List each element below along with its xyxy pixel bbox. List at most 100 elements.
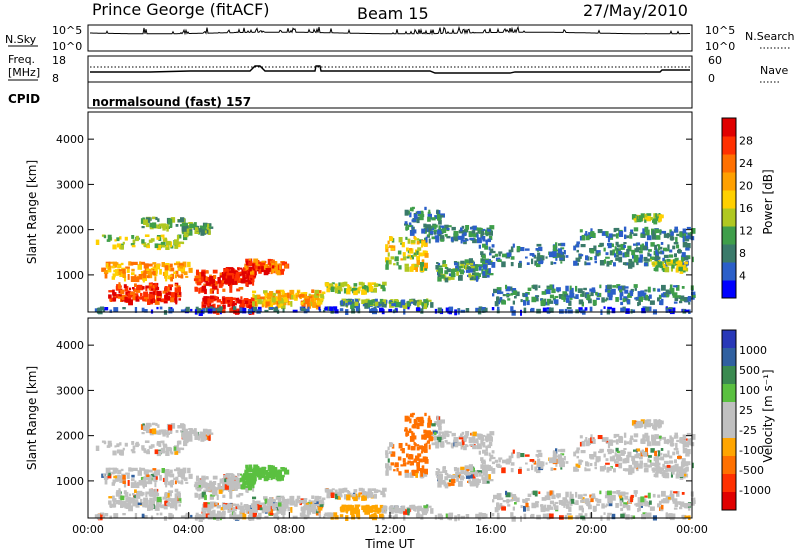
velocity-cell — [388, 465, 392, 471]
colorbar-tick: 24 — [739, 157, 753, 170]
velocity-cell — [112, 450, 117, 456]
power-cell — [669, 236, 675, 240]
velocity-cell — [510, 512, 514, 518]
power-cell — [558, 243, 562, 246]
nsky-label: N.Sky — [5, 33, 37, 46]
power-cell — [684, 267, 687, 271]
power-cell — [252, 293, 255, 298]
power-cell — [546, 308, 551, 314]
velocity-cell — [254, 500, 257, 506]
power-cell — [419, 262, 424, 267]
power-cell — [680, 295, 685, 300]
power-cell — [266, 265, 271, 268]
power-cell — [270, 260, 274, 264]
power-cell — [193, 278, 199, 282]
power-cell — [569, 285, 572, 290]
velocity-cell — [514, 502, 517, 505]
power-cell — [180, 266, 186, 272]
colorbar-segment — [722, 366, 736, 385]
power-cell — [304, 298, 310, 305]
velocity-cell — [584, 439, 588, 442]
velocity-cell — [668, 515, 672, 519]
velocity-cell — [169, 428, 173, 434]
power-cell — [183, 222, 188, 228]
power-cell — [424, 206, 427, 211]
velocity-cell — [217, 513, 222, 519]
power-cell — [309, 300, 314, 305]
power-cell — [122, 274, 126, 278]
velocity-cell — [138, 490, 143, 496]
power-cell — [631, 214, 637, 220]
power-cell — [413, 214, 418, 219]
velocity-cell — [212, 484, 215, 490]
velocity-cell — [343, 494, 347, 500]
power-cell — [303, 292, 308, 295]
power-cell — [361, 282, 365, 289]
velocity-cell — [428, 415, 431, 420]
velocity-cell — [318, 515, 322, 518]
velocity-cell — [563, 502, 566, 508]
velocity-cell — [425, 442, 428, 449]
velocity-cell — [642, 434, 645, 440]
velocity-cell — [669, 435, 672, 439]
power-cell — [177, 287, 181, 293]
velocity-cell — [314, 499, 317, 503]
velocity-cell — [453, 437, 459, 443]
velocity-cell — [466, 473, 472, 476]
power-cell — [466, 238, 469, 242]
power-cell — [263, 296, 266, 302]
power-cell — [591, 287, 596, 291]
power-cell — [204, 230, 207, 234]
ytick-label: 1000 — [56, 475, 84, 488]
power-cell — [607, 289, 611, 294]
power-cell — [650, 216, 653, 221]
power-cell — [436, 230, 442, 235]
power-cell — [180, 224, 184, 227]
velocity-cell — [330, 492, 335, 498]
power-cell — [595, 250, 600, 257]
power-cell — [143, 270, 147, 275]
velocity-cell — [403, 509, 408, 515]
power-cell — [355, 299, 359, 302]
velocity-cell — [559, 463, 564, 466]
power-cell — [339, 288, 343, 292]
velocity-cell — [652, 468, 655, 471]
velocity-cell — [264, 515, 269, 519]
power-cell — [664, 266, 670, 273]
power-cell — [559, 309, 564, 314]
power-cell — [226, 300, 230, 303]
velocity-cell — [234, 484, 237, 487]
velocity-cell — [404, 427, 408, 431]
power-cell — [146, 268, 150, 271]
velocity-cell — [573, 466, 578, 472]
velocity-cell — [271, 471, 275, 476]
power-cell — [156, 297, 162, 302]
velocity-cell — [379, 504, 384, 510]
power-cell — [540, 257, 544, 263]
velocity-cell — [170, 423, 176, 429]
velocity-cell — [563, 500, 567, 506]
power-cell — [604, 289, 610, 293]
velocity-cell — [218, 489, 223, 494]
velocity-cell — [496, 493, 502, 499]
power-cell — [576, 241, 580, 245]
velocity-cell — [215, 502, 218, 505]
velocity-cell — [104, 513, 109, 517]
velocity-cell — [271, 469, 275, 473]
power-cell — [643, 292, 647, 299]
velocity-cell — [281, 509, 286, 516]
power-cell — [168, 309, 173, 314]
power-cell — [331, 282, 335, 285]
velocity-cell — [557, 458, 561, 464]
velocity-cell — [409, 472, 414, 478]
velocity-cell — [664, 472, 670, 479]
velocity-cell — [204, 429, 207, 434]
power-cell — [308, 293, 311, 297]
power-cell — [411, 300, 416, 304]
power-cell — [332, 306, 338, 311]
velocity-cell — [374, 507, 379, 512]
velocity-cell — [244, 471, 247, 475]
power-cell — [149, 283, 153, 287]
power-cell — [271, 268, 275, 273]
velocity-cell — [365, 505, 368, 508]
